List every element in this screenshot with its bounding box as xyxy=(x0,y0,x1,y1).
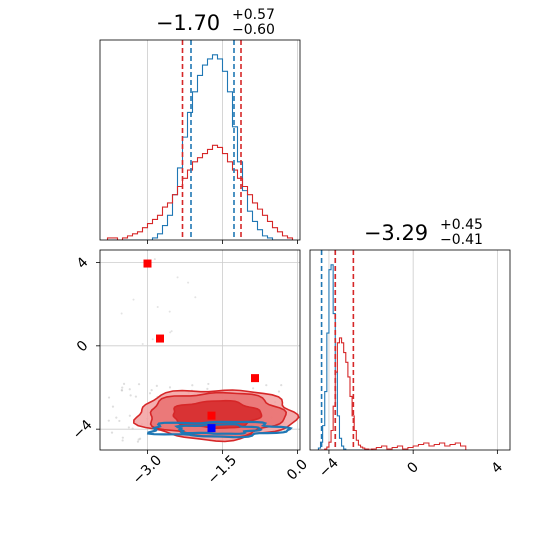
contour-sample-point-26 xyxy=(131,427,134,430)
contour-sample-point-79 xyxy=(206,387,209,390)
contour-sample-point-45 xyxy=(107,419,110,422)
hist2-series-0-step xyxy=(317,264,374,450)
red-marker-2 xyxy=(251,374,259,383)
contour-sample-point-1 xyxy=(127,426,130,429)
blue-contour-0 xyxy=(146,420,293,439)
contour-outlier-point-11 xyxy=(141,342,144,345)
blue-contour-1 xyxy=(174,423,263,435)
contour-outlier-point-1 xyxy=(194,296,197,299)
contour-sample-point-12 xyxy=(128,414,131,417)
red-marker-0 xyxy=(143,259,152,268)
contour-sample-point-62 xyxy=(118,419,121,423)
contour-sample-point-16 xyxy=(137,383,141,386)
hist2-title-lower: −0.41 xyxy=(440,232,483,248)
contour-sample-point-77 xyxy=(111,405,115,408)
hist1-plot-area xyxy=(106,40,298,240)
contour-outlier-point-7 xyxy=(153,258,156,261)
contour-sample-point-65 xyxy=(136,440,140,443)
contour-outlier-point-2 xyxy=(168,310,171,313)
contour-sample-point-71 xyxy=(168,386,172,389)
red-marker-3 xyxy=(207,411,216,420)
contour-ytick-label-1: 0 xyxy=(74,338,92,356)
hist1-series-0-step xyxy=(107,54,293,240)
hist1-title-lower: −0.60 xyxy=(232,22,275,38)
contour-outlier-point-5 xyxy=(187,281,190,284)
contour-sample-point-55 xyxy=(148,392,152,395)
contour-outlier-point-4 xyxy=(156,305,159,308)
contour-outlier-point-8 xyxy=(169,331,172,334)
contour-xtick-label-0: −3.0 xyxy=(130,452,165,487)
hist2-frame xyxy=(309,249,511,451)
contour-xtick-label-1: −1.5 xyxy=(205,452,240,487)
contour-frame xyxy=(99,249,301,451)
contour-ytick-label-2: 4 xyxy=(74,254,92,272)
contour-sample-point-21 xyxy=(121,386,124,389)
contour-sample-point-28 xyxy=(115,416,118,419)
contour-sample-point-52 xyxy=(110,431,114,434)
contour-sample-point-75 xyxy=(121,436,124,439)
contour-sample-point-50 xyxy=(129,394,132,397)
hist2-tail-step xyxy=(370,442,467,450)
contour-sample-point-74 xyxy=(120,389,123,392)
contour-sample-point-88 xyxy=(207,382,210,386)
contour-sample-point-22 xyxy=(150,388,153,392)
contour-sample-point-19 xyxy=(134,395,138,398)
hist2-title-upper: +0.45 xyxy=(440,217,483,233)
contour-sample-point-11 xyxy=(280,383,283,387)
hist2-xtick-label-2: 4 xyxy=(489,459,507,477)
contour-outlier-point-0 xyxy=(151,338,154,341)
contour-outlier-point-9 xyxy=(170,330,173,333)
contour-xtick-label-2: 0.0 xyxy=(284,456,311,483)
hist2-plot-area xyxy=(317,250,498,450)
contour-sample-point-37 xyxy=(265,384,268,387)
contour-sample-point-38 xyxy=(277,390,281,393)
contour-outlier-point-6 xyxy=(120,312,123,315)
contour-plot-area xyxy=(100,250,300,450)
contour-sample-point-69 xyxy=(107,396,111,399)
contour-sample-point-56 xyxy=(137,438,140,441)
blue-marker-0 xyxy=(207,424,216,433)
contour-sample-point-57 xyxy=(121,439,124,442)
hist1-series-1-step xyxy=(106,144,294,240)
contour-sample-point-44 xyxy=(155,384,158,387)
contour-sample-point-87 xyxy=(252,387,255,390)
contour-sample-point-47 xyxy=(122,382,126,385)
hist2-xtick-label-1: 0 xyxy=(404,459,422,477)
hist1-title-upper: +0.57 xyxy=(232,7,275,23)
contour-outlier-point-3 xyxy=(176,276,179,279)
hist2-xtick-label-0: −4 xyxy=(316,455,342,481)
hist2-series-1-step xyxy=(318,337,374,450)
hist1-title-value: −1.70 xyxy=(156,11,220,35)
contour-sample-point-84 xyxy=(191,384,194,387)
hist1-frame xyxy=(99,39,301,241)
contour-sample-point-81 xyxy=(128,388,131,391)
contour-ytick-label-0: −4 xyxy=(70,417,96,443)
hist2-title-value: −3.29 xyxy=(364,221,428,245)
red-marker-1 xyxy=(156,334,164,343)
contour-outlier-point-10 xyxy=(132,298,135,301)
